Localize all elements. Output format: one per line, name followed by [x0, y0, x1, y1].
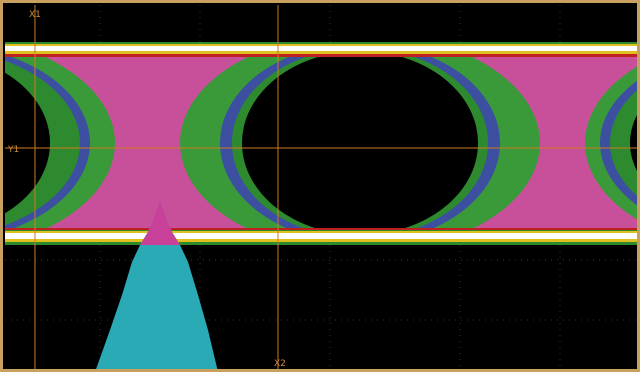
cursor-label: X2: [274, 359, 286, 369]
bottom-band: [5, 228, 640, 245]
eye-body: [5, 55, 640, 230]
cursor-label: Y1: [7, 145, 19, 155]
cursors: [5, 5, 640, 370]
top-band: [5, 42, 640, 57]
cursor-label: X1: [29, 10, 41, 20]
histogram: [95, 200, 218, 372]
histogram-peak: [140, 200, 180, 245]
